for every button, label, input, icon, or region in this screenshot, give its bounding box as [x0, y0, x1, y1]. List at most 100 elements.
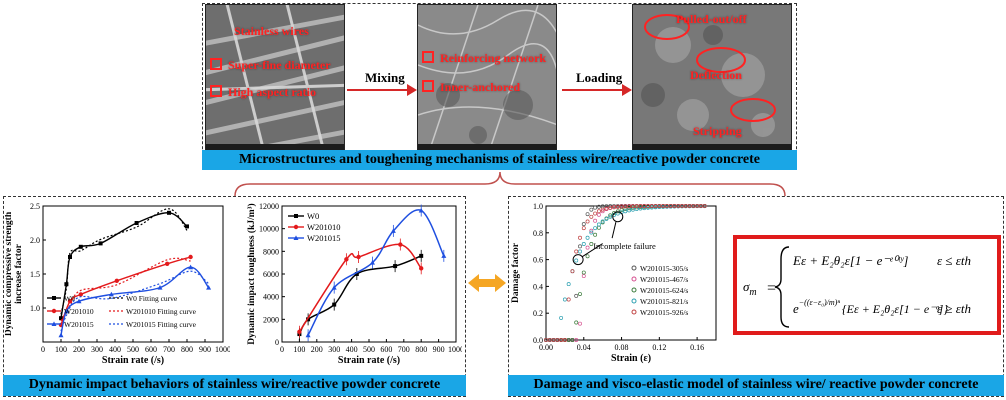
legend-marker — [52, 296, 56, 300]
constitutive-equation: σm = Eε + E₂θ₂ε̇[1 − e⁻ᵉ⁰ᵗʸ] e−((ε−ε₀)/m… — [733, 235, 1001, 335]
data-point — [134, 221, 139, 225]
data-point — [593, 226, 598, 231]
label-inner-anchored: Inner-anchored — [422, 80, 520, 95]
data-point — [354, 272, 359, 276]
data-point — [593, 232, 598, 237]
data-point — [702, 204, 707, 208]
data-point — [63, 308, 69, 314]
data-point — [574, 293, 579, 298]
damage-factor-chart: 0.00 0.04 0.08 0.12 0.16 0.0 0.2 0.4 0.6 0.8 1.0 St… — [511, 202, 717, 364]
data-point — [59, 316, 63, 321]
data-point — [98, 241, 103, 246]
x-tick-label: 700 — [163, 345, 175, 354]
legend-label: W0 Fitting curve — [126, 294, 178, 303]
loading-label: Loading — [576, 70, 623, 85]
data-point — [608, 204, 613, 209]
data-point — [634, 205, 639, 210]
data-point — [566, 282, 571, 287]
data-point — [589, 214, 594, 219]
label-stainless-wires: Stainless wires — [234, 24, 309, 38]
legend-marker — [631, 309, 637, 315]
mixing-arrow — [347, 84, 417, 96]
left-caption: Dynamic impact behaviors of stainless wi… — [3, 375, 466, 396]
legend-marker — [631, 276, 637, 282]
connector-bracket — [234, 171, 786, 197]
data-point — [570, 338, 575, 342]
data-point — [555, 338, 560, 342]
data-point — [108, 291, 114, 297]
data-point — [390, 228, 396, 233]
data-point — [585, 212, 590, 217]
data-point — [419, 253, 424, 258]
y-tick-label: 10000 — [259, 225, 279, 234]
svg-text:σm: σm — [743, 279, 757, 298]
fitting-curve — [60, 270, 209, 332]
x-tick-label: 500 — [363, 345, 375, 354]
legend-marker — [631, 287, 637, 293]
data-point — [332, 302, 337, 307]
data-point — [167, 210, 171, 215]
data-point — [619, 204, 624, 209]
data-point — [581, 222, 586, 227]
data-point — [608, 214, 613, 219]
svg-text:Eε + E₂θ₂ε̇[1 − e⁻ᵉ⁰ᵗʸ]: Eε + E₂θ₂ε̇[1 − e⁻ᵉ⁰ᵗʸ] — [792, 253, 908, 268]
data-point — [559, 338, 564, 342]
data-point — [608, 213, 613, 218]
x-tick-label: 0.12 — [652, 343, 666, 352]
data-point — [578, 244, 582, 249]
svg-text:=: = — [767, 280, 776, 297]
data-point — [646, 204, 650, 208]
legend-label: W201015-467/s — [640, 275, 688, 284]
x-tick-label: 1000 — [448, 345, 462, 354]
data-point — [566, 338, 571, 342]
x-axis-label: Strain (ε) — [611, 353, 651, 364]
y-tick-label: 4000 — [263, 293, 279, 302]
data-point — [589, 228, 594, 233]
data-point — [544, 338, 548, 342]
legend-marker — [293, 224, 299, 230]
data-point — [369, 260, 375, 265]
x-tick-label: 100 — [293, 345, 305, 354]
data-point — [578, 235, 582, 240]
data-point — [638, 206, 643, 211]
data-point — [581, 274, 586, 278]
data-point — [441, 253, 447, 258]
data-point — [547, 338, 552, 342]
x-tick-label: 600 — [380, 345, 392, 354]
legend-marker — [51, 321, 57, 326]
x-tick-label: 200 — [311, 345, 323, 354]
data-point — [664, 204, 669, 208]
equation-graphic: σm = Eε + E₂θ₂ε̇[1 − e⁻ᵉ⁰ᵗʸ] e−((ε−ε₀)/m… — [743, 246, 971, 328]
y-tick-label: 1.0 — [533, 202, 543, 211]
y-tick-label: 0.4 — [533, 282, 543, 291]
y-tick-label: 1.0 — [30, 304, 40, 313]
data-point — [604, 206, 609, 211]
legend-marker — [631, 265, 637, 271]
x-tick-label: 0.04 — [577, 343, 591, 352]
x-tick-label: 400 — [109, 345, 121, 354]
x-tick-label: 0.00 — [539, 343, 553, 352]
label-super-fine: Super-fine diameter — [210, 58, 331, 73]
data-point — [623, 207, 628, 212]
y-tick-label: 8000 — [263, 247, 279, 256]
x-tick-label: 600 — [145, 345, 157, 354]
mixing-label: Mixing — [365, 70, 405, 85]
x-tick-label: 1000 — [215, 345, 230, 354]
data-point — [559, 315, 564, 320]
data-point — [691, 204, 696, 208]
data-point — [593, 205, 598, 210]
x-tick-label: 0.08 — [615, 343, 629, 352]
data-point — [562, 338, 567, 342]
data-point — [585, 235, 590, 240]
data-point — [157, 285, 163, 290]
x-axis-label: Strain rate (/s) — [338, 355, 400, 366]
y-tick-label: 1.5 — [30, 270, 40, 279]
y-tick-label: 12000 — [259, 202, 279, 211]
right-caption: Damage and visco-elastic model of stainl… — [508, 375, 1004, 396]
data-point — [680, 204, 684, 208]
x-tick-label: 200 — [73, 345, 85, 354]
data-point — [698, 204, 703, 208]
data-point — [627, 208, 632, 213]
x-tick-label: 500 — [127, 345, 139, 354]
x-tick-label: 900 — [433, 345, 445, 354]
